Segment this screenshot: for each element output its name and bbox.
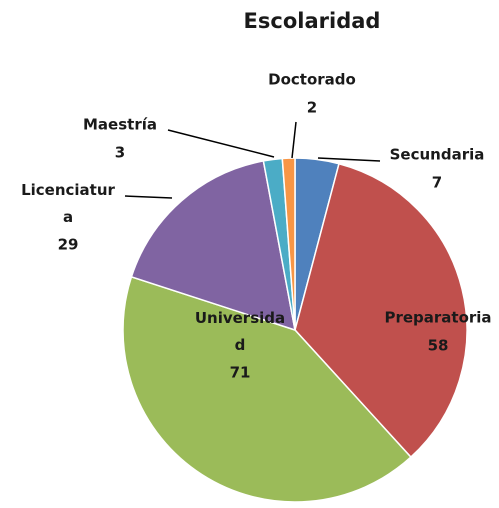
slice-value: 7	[432, 174, 442, 192]
chart-title: Escolaridad	[244, 9, 381, 33]
slice-value: 3	[115, 144, 125, 162]
pie-slice	[122, 275, 412, 503]
slice-label: Preparatoria	[384, 309, 491, 327]
slice-label: Maestría	[83, 116, 157, 134]
leader-line	[291, 121, 297, 159]
slice-label: Secundaria	[390, 146, 485, 164]
leader-line	[167, 129, 275, 158]
pie-slice	[130, 160, 296, 332]
pie-slice	[281, 157, 296, 331]
slice-value: 71	[230, 364, 251, 382]
slice-value: 2	[307, 99, 317, 117]
slice-label: Universida d	[195, 309, 285, 354]
slice-value: 58	[428, 337, 449, 355]
slice-value: 29	[58, 236, 79, 254]
leader-line	[317, 157, 381, 162]
pie-slice	[294, 162, 468, 459]
leader-line	[124, 195, 173, 199]
slice-label: Licenciatur a	[21, 181, 115, 226]
slice-label: Doctorado	[268, 71, 356, 89]
